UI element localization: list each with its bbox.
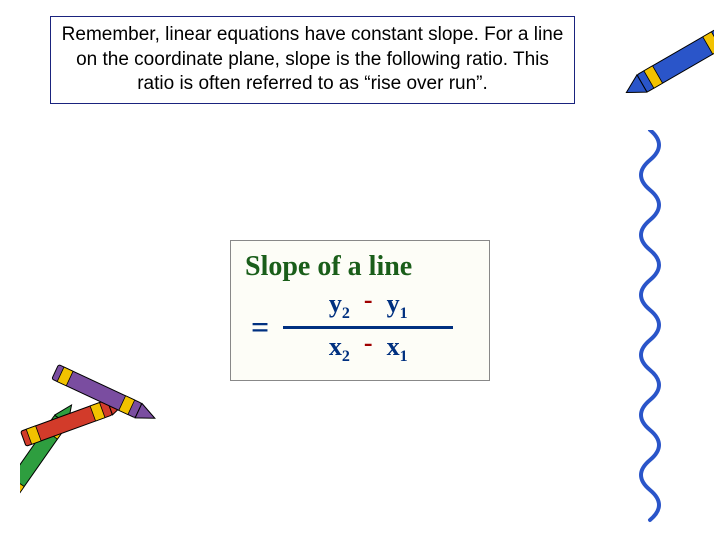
num-minus: - bbox=[364, 285, 373, 315]
num-left: y2 bbox=[329, 289, 350, 323]
den-right: x1 bbox=[387, 332, 408, 366]
squiggle-line-icon bbox=[620, 130, 680, 535]
explanation-text-box: Remember, linear equations have constant… bbox=[50, 16, 575, 104]
fraction: y2 - y1 x2 - x1 bbox=[283, 289, 453, 366]
den-left: x2 bbox=[329, 332, 350, 366]
numerator: y2 - y1 bbox=[323, 289, 414, 323]
explanation-text: Remember, linear equations have constant… bbox=[62, 24, 564, 94]
den-minus: - bbox=[364, 328, 373, 358]
formula-title: Slope of a line bbox=[245, 251, 475, 283]
denominator: x2 - x1 bbox=[323, 332, 414, 366]
slope-formula-box: Slope of a line = y2 - y1 x2 - x1 bbox=[230, 240, 490, 381]
formula-equation: = y2 - y1 x2 - x1 bbox=[245, 289, 475, 366]
num-right: y1 bbox=[387, 289, 408, 323]
blue-crayon-icon bbox=[624, 10, 714, 145]
equals-sign: = bbox=[251, 309, 269, 346]
crayon-cluster-icon bbox=[20, 360, 180, 530]
